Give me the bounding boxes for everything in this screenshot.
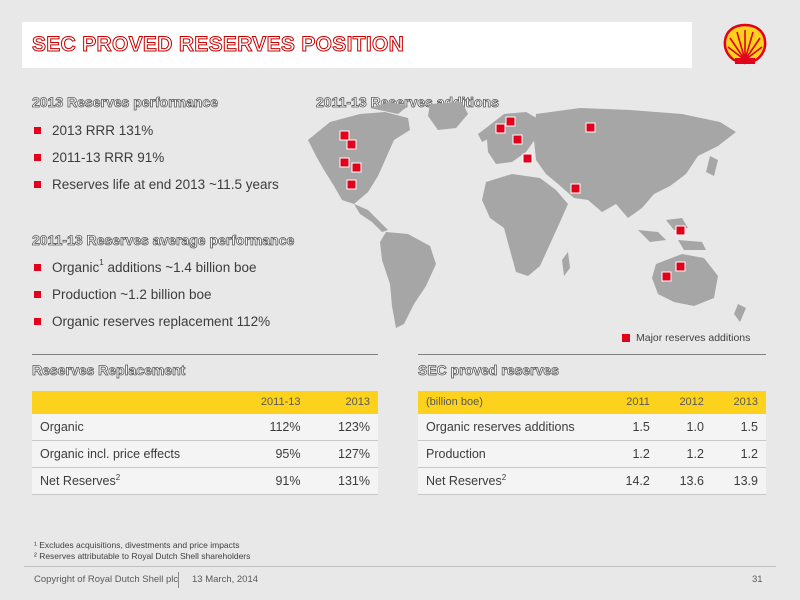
bullet-square-icon [34, 264, 41, 271]
reserves-marker [346, 179, 357, 190]
reserves-marker [346, 139, 357, 150]
bullet-square-icon [34, 318, 41, 325]
reserves-marker [505, 116, 516, 127]
world-map [308, 102, 746, 328]
table-row: Organic 112% 123% [32, 413, 378, 441]
performance-avg-heading: 2011-13 Reserves average performance [32, 232, 295, 249]
reserves-marker [512, 134, 523, 145]
footnote-1: ¹ Excludes acquisitions, divestments and… [34, 540, 240, 550]
reserves-marker [522, 153, 533, 164]
performance-2013-heading: 2013 Reserves performance [32, 94, 219, 111]
replacement-heading: Reserves Replacement [32, 362, 186, 379]
reserves-marker [339, 130, 350, 141]
legend-square-icon [622, 334, 630, 342]
table-row: Production 1.2 1.2 1.2 [418, 440, 766, 468]
divider [418, 354, 766, 355]
table-row: Net Reserves2 14.2 13.6 13.9 [418, 467, 766, 495]
footer-separator [178, 572, 179, 588]
table-header-row: (billion boe) 2011 2012 2013 [418, 391, 766, 414]
reserves-marker [661, 271, 672, 282]
footnote-2: ² Reserves attributable to Royal Dutch S… [34, 551, 251, 561]
table-row: Net Reserves2 91% 131% [32, 467, 378, 495]
column-header: 2013 [711, 391, 766, 414]
replacement-table: 2011-13 2013 Organic 112% 123% Organic i… [32, 391, 378, 495]
performance-avg-list: Organic1 additions ~1.4 billion boe Prod… [34, 259, 270, 340]
bullet-item: Organic1 additions ~1.4 billion boe [34, 259, 270, 286]
reserves-marker [351, 162, 362, 173]
reserves-marker [585, 122, 596, 133]
column-header: 2012 [657, 391, 712, 414]
bullet-item: Organic reserves replacement 112% [34, 313, 270, 340]
footer-divider [24, 566, 776, 567]
reserves-marker [570, 183, 581, 194]
map-legend: Major reserves additions [622, 332, 750, 344]
performance-2013-list: 2013 RRR 131% 2011-13 RRR 91% Reserves l… [34, 122, 279, 203]
column-header: (billion boe) [418, 391, 604, 414]
column-header [32, 391, 228, 414]
page-number: 31 [752, 574, 763, 585]
bullet-item: Reserves life at end 2013 ~11.5 years [34, 176, 279, 203]
bullet-item: 2011-13 RRR 91% [34, 149, 279, 176]
column-header: 2013 [308, 391, 378, 414]
bullet-item: 2013 RRR 131% [34, 122, 279, 149]
proved-table: (billion boe) 2011 2012 2013 Organic res… [418, 391, 766, 495]
reserves-marker [495, 123, 506, 134]
bullet-item: Production ~1.2 billion boe [34, 286, 270, 313]
footer-copyright: Copyright of Royal Dutch Shell plc [34, 574, 179, 585]
bullet-square-icon [34, 181, 41, 188]
footnotes: ¹ Excludes acquisitions, divestments and… [34, 540, 250, 562]
shell-logo [723, 23, 767, 65]
column-header: 2011 [604, 391, 658, 414]
footer-date: 13 March, 2014 [192, 574, 259, 585]
column-header: 2011-13 [228, 391, 309, 414]
reserves-marker [675, 225, 686, 236]
page-title: SEC PROVED RESERVES POSITION [31, 33, 405, 57]
divider [32, 354, 378, 355]
reserves-marker [675, 261, 686, 272]
table-row: Organic incl. price effects 95% 127% [32, 440, 378, 468]
bullet-square-icon [34, 127, 41, 134]
table-header-row: 2011-13 2013 [32, 391, 378, 414]
reserves-marker [339, 157, 350, 168]
header-bar: SEC PROVED RESERVES POSITION [22, 22, 692, 68]
bullet-square-icon [34, 291, 41, 298]
table-row: Organic reserves additions 1.5 1.0 1.5 [418, 413, 766, 441]
proved-heading: SEC proved reserves [418, 362, 560, 379]
bullet-square-icon [34, 154, 41, 161]
